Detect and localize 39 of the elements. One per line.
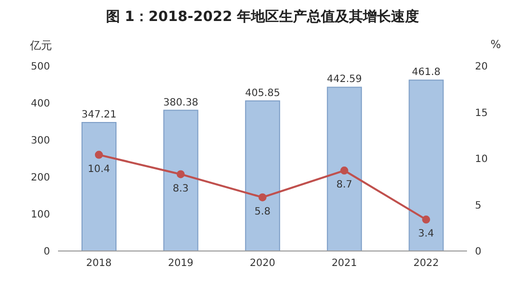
bar bbox=[326, 86, 362, 251]
y-tick-label: 100 bbox=[30, 210, 50, 221]
x-tick-label: 2020 bbox=[250, 258, 276, 270]
x-tick-label: 2021 bbox=[332, 258, 358, 270]
y-tick-label: 500 bbox=[30, 62, 50, 73]
y2-tick-label: 0 bbox=[475, 246, 482, 258]
bar bbox=[245, 100, 280, 251]
bar bbox=[408, 80, 444, 251]
y-tick-label: 200 bbox=[30, 172, 50, 184]
y2-tick-label: 15 bbox=[475, 108, 488, 119]
chart-title: 图 1：2018-2022 年地区生产总值及其增长速度 bbox=[104, 8, 420, 27]
y-tick-label: 400 bbox=[30, 98, 50, 110]
data-label: 8.7 bbox=[336, 180, 352, 191]
data-label: 5.8 bbox=[254, 206, 270, 218]
point bbox=[258, 193, 266, 202]
y-axis-title: 亿元 bbox=[30, 38, 52, 53]
y2-axis-title: % bbox=[490, 38, 501, 51]
point bbox=[94, 150, 103, 159]
y2-tick-label: 20 bbox=[475, 62, 488, 73]
data-label: 405.85 bbox=[245, 88, 280, 99]
y-tick-label: 0 bbox=[44, 246, 50, 258]
point bbox=[340, 166, 348, 175]
data-label: 10.4 bbox=[88, 164, 110, 175]
bar bbox=[82, 122, 116, 251]
point bbox=[176, 170, 185, 178]
data-label: 461.8 bbox=[412, 67, 441, 78]
data-label: 3.4 bbox=[418, 228, 434, 240]
x-tick-label: 2018 bbox=[86, 258, 112, 270]
data-label: 8.3 bbox=[172, 183, 189, 194]
y2-tick-label: 5 bbox=[475, 200, 482, 212]
data-label: 347.21 bbox=[82, 110, 116, 121]
data-label: 442.59 bbox=[326, 74, 362, 86]
y-tick-label: 300 bbox=[30, 136, 50, 147]
x-tick-label: 2019 bbox=[168, 258, 194, 270]
y2-tick-label: 10 bbox=[475, 154, 488, 166]
point bbox=[422, 216, 430, 224]
x-tick-label: 2022 bbox=[413, 258, 439, 270]
bar bbox=[163, 110, 198, 251]
data-label: 380.38 bbox=[163, 97, 198, 108]
